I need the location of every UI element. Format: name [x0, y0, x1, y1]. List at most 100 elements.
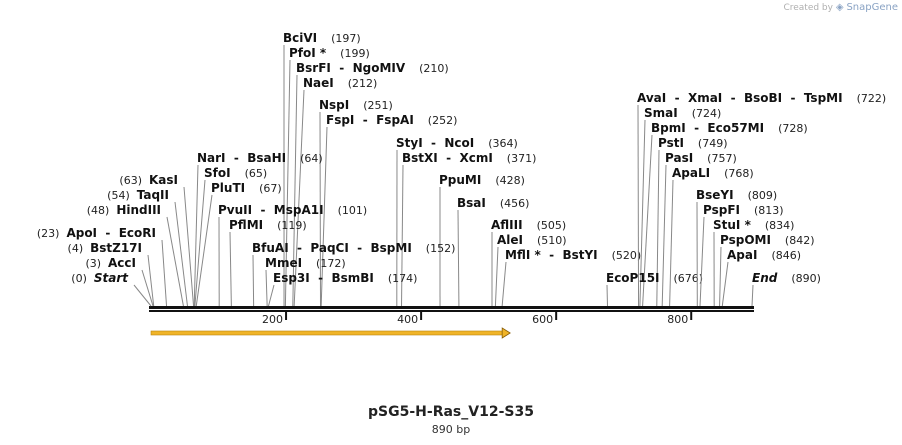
site-apali: ApaLI (768): [669, 166, 754, 307]
site-leader-apoi: [161, 239, 168, 307]
site-esp3i: Esp3I - BsmBI (174): [268, 271, 417, 307]
site-leader-bfuai: [252, 254, 255, 307]
snapgene-logo-icon: ◈: [835, 2, 844, 13]
site-label-kasi: (63) KasI: [119, 173, 178, 187]
site-leader-start: [133, 284, 152, 307]
site-label-avai: AvaI - XmaI - BsoBI - TspMI (722): [637, 91, 886, 105]
site-label-ecop15i: EcoP15I (676): [606, 271, 703, 285]
site-label-pspfi: PspFI (813): [703, 203, 784, 217]
site-leader-naei: [293, 89, 305, 307]
site-bcivi: BciVI (197): [283, 31, 361, 307]
site-label-mfli: MflI * - BstYI (520): [505, 248, 641, 262]
site-leader-bstz17i: [147, 254, 155, 307]
site-leader-bpmi: [642, 134, 653, 307]
site-pluti: PluTI (67): [195, 181, 282, 307]
site-pspfi: PspFI (813): [699, 203, 784, 307]
site-leader-acci: [141, 269, 154, 307]
site-leader-apai: [721, 261, 729, 307]
site-bseyi: BseYI (809): [696, 188, 777, 307]
plasmid-name: pSG5-H-Ras_V12-S35: [368, 404, 534, 420]
site-leader-sfoi: [194, 179, 206, 307]
site-label-taqii: (54) TaqII: [107, 188, 169, 202]
site-label-start: (0) Start: [71, 271, 129, 285]
feature-arrow-head: [501, 327, 511, 339]
site-label-end: End (890): [752, 271, 821, 285]
site-label-alei: AleI (510): [497, 233, 567, 247]
site-pflmi: PflMI (119): [229, 218, 307, 307]
plasmid-size: 890 bp: [431, 423, 471, 436]
site-bpmi: BpmI - Eco57MI (728): [642, 121, 808, 307]
site-leader-fspi: [320, 126, 328, 307]
site-label-psti: PstI (749): [658, 136, 728, 150]
site-leader-pspfi: [699, 216, 705, 307]
site-leader-pspomi: [719, 246, 722, 307]
site-leader-mmei: [265, 269, 268, 307]
site-leader-mfli: [501, 261, 507, 307]
site-leader-hindiii: [166, 216, 184, 307]
site-apai: ApaI (846): [721, 248, 801, 307]
site-nspi: NspI (251): [319, 98, 393, 307]
tick-label-800: 800: [667, 313, 688, 326]
tick-label-600: 600: [532, 313, 553, 326]
tick-label-200: 200: [262, 313, 283, 326]
site-leader-smai: [639, 119, 646, 307]
site-leader-apali: [669, 179, 674, 307]
site-pasi: PasI (757): [661, 151, 737, 307]
snapgene-credit: Created by ◈ SnapGene: [783, 2, 898, 13]
site-label-bcivi: BciVI (197): [283, 31, 361, 45]
credit-prefix: Created by: [783, 3, 833, 13]
site-smai: SmaI (724): [639, 106, 721, 307]
site-label-bpmi: BpmI - Eco57MI (728): [651, 121, 808, 135]
site-label-hindiii: (48) HindIII: [87, 203, 161, 217]
site-label-nspi: NspI (251): [319, 98, 393, 112]
site-leader-psti: [656, 149, 660, 307]
site-leader-nari: [193, 164, 199, 307]
site-label-apali: ApaLI (768): [672, 166, 754, 180]
site-label-bsrfi: BsrFI - NgoMIV (210): [296, 61, 449, 75]
site-leader-kasi: [183, 186, 195, 307]
site-label-bstz17i: (4) BstZ17I: [68, 241, 142, 255]
site-label-nari: NarI - BsaHI (64): [197, 151, 323, 165]
site-mfli: MflI * - BstYI (520): [501, 248, 641, 307]
site-label-smai: SmaI (724): [644, 106, 721, 120]
site-apoi: (23) ApoI - EcoRI: [37, 226, 168, 307]
site-label-naei: NaeI (212): [303, 76, 377, 90]
site-leader-pluti: [195, 194, 213, 307]
site-alei: AleI (510): [494, 233, 567, 307]
site-label-pflmi: PflMI (119): [229, 218, 307, 232]
site-leader-taqii: [174, 201, 188, 307]
site-start: (0) Start: [71, 271, 152, 307]
backbone-top-strand: [149, 306, 754, 309]
site-leader-bsrfi: [292, 74, 298, 307]
site-avai: AvaI - XmaI - BsoBI - TspMI (722): [637, 91, 886, 307]
site-label-pasi: PasI (757): [665, 151, 737, 165]
site-leader-pflmi: [229, 231, 232, 307]
site-label-bseyi: BseYI (809): [696, 188, 777, 202]
site-label-acci: (3) AccI: [85, 256, 136, 270]
site-end: End (890): [751, 271, 821, 307]
site-label-bstxi: BstXI - XcmI (371): [402, 151, 536, 165]
site-label-fspi: FspI - FspAI (252): [326, 113, 457, 127]
site-label-sfoi: SfoI (65): [204, 166, 267, 180]
site-leader-end: [751, 284, 754, 307]
site-leader-pfoi: [284, 59, 291, 307]
site-ppumi: PpuMI (428): [439, 173, 525, 307]
site-label-stui: StuI * (834): [713, 218, 794, 232]
site-pfoi: PfoI * (199): [284, 46, 370, 307]
tick-label-400: 400: [397, 313, 418, 326]
site-naei: NaeI (212): [293, 76, 377, 307]
site-leader-avai: [637, 104, 640, 307]
site-label-mmei: MmeI (172): [265, 256, 346, 270]
site-fspi: FspI - FspAI (252): [320, 113, 457, 307]
site-bstxi: BstXI - XcmI (371): [401, 151, 536, 307]
site-label-pfoi: PfoI * (199): [289, 46, 370, 60]
site-leader-esp3i: [268, 284, 275, 307]
site-leader-bstxi: [401, 164, 404, 307]
site-bfuai: BfuAI - PaqCI - BspMI (152): [252, 241, 455, 307]
site-kasi: (63) KasI: [119, 173, 195, 307]
site-label-pspomi: PspOMI (842): [720, 233, 815, 247]
site-label-apoi: (23) ApoI - EcoRI: [37, 226, 156, 240]
credit-brand: SnapGene: [846, 2, 898, 13]
site-stui: StuI * (834): [713, 218, 794, 307]
site-label-bsai: BsaI (456): [457, 196, 529, 210]
